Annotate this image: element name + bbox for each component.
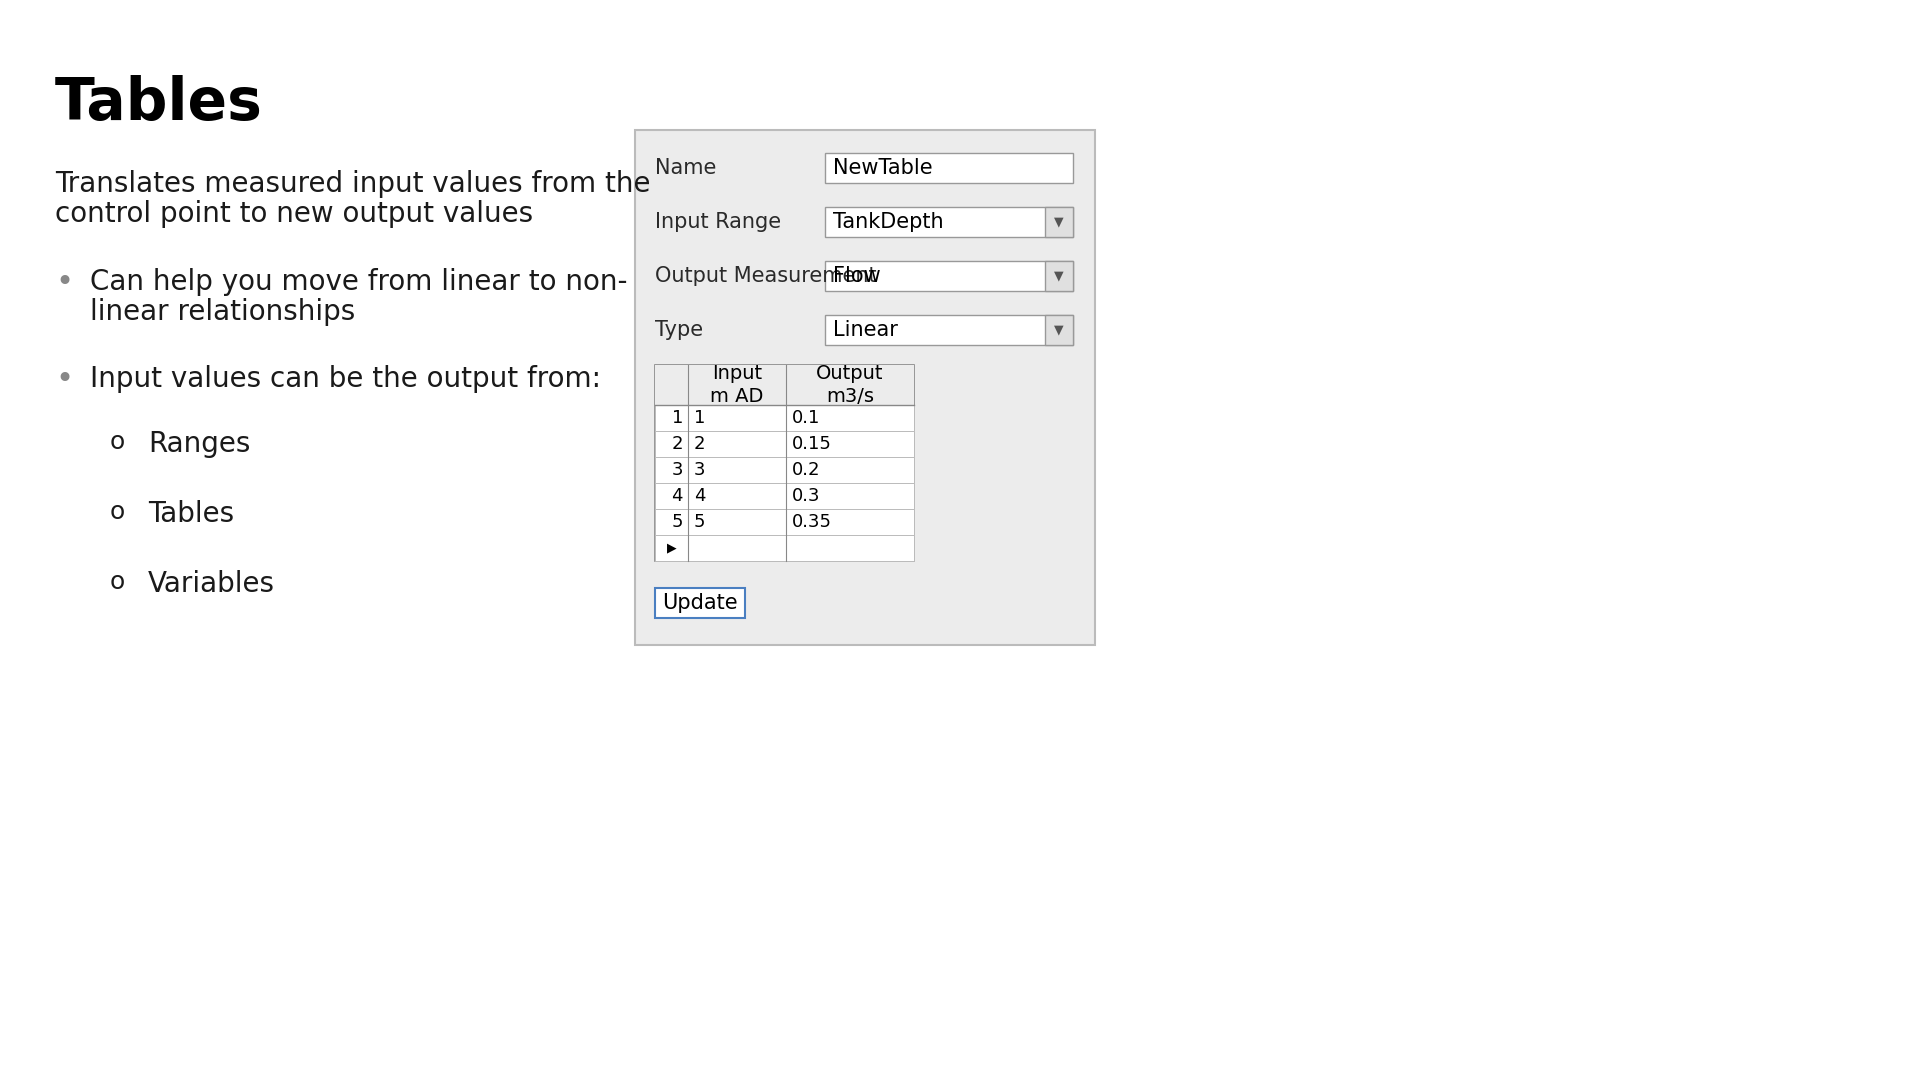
Bar xyxy=(654,457,913,483)
Text: 5: 5 xyxy=(694,513,706,531)
Text: ▶: ▶ xyxy=(667,542,677,555)
Text: Output
m3/s: Output m3/s xyxy=(815,364,883,405)
Text: 2: 2 xyxy=(671,435,683,453)
Bar xyxy=(654,483,913,509)
Text: Name: Name xyxy=(654,158,715,178)
Text: •: • xyxy=(56,268,73,297)
Text: o: o xyxy=(110,500,125,524)
Text: NewTable: NewTable xyxy=(833,158,933,178)
Text: o: o xyxy=(110,430,125,454)
Text: ▼: ▼ xyxy=(1054,216,1063,229)
Text: 0.15: 0.15 xyxy=(792,435,831,453)
Text: 2: 2 xyxy=(694,435,706,453)
Bar xyxy=(654,405,913,431)
Bar xyxy=(825,315,1073,345)
Text: ▼: ▼ xyxy=(1054,270,1063,283)
Bar xyxy=(654,509,913,535)
Bar xyxy=(1044,315,1073,345)
Text: 0.2: 0.2 xyxy=(792,461,819,479)
Text: 0.1: 0.1 xyxy=(792,409,819,427)
Text: ▼: ▼ xyxy=(1054,323,1063,336)
Text: 0.35: 0.35 xyxy=(792,513,831,531)
Text: 4: 4 xyxy=(694,487,706,505)
Text: Ranges: Ranges xyxy=(148,430,250,459)
Bar xyxy=(1044,207,1073,237)
Bar xyxy=(654,431,913,457)
Text: •: • xyxy=(56,365,73,393)
Text: Translates measured input values from the: Translates measured input values from th… xyxy=(56,170,650,198)
Bar xyxy=(825,207,1073,237)
Text: 3: 3 xyxy=(671,461,683,479)
Text: Update: Update xyxy=(662,593,737,612)
Text: 4: 4 xyxy=(671,487,683,505)
Text: Input Range: Input Range xyxy=(654,212,781,232)
Text: 0.3: 0.3 xyxy=(792,487,819,505)
Text: linear relationships: linear relationships xyxy=(90,298,356,326)
Bar xyxy=(654,535,913,562)
Text: 1: 1 xyxy=(671,409,683,427)
Text: control point to new output values: control point to new output values xyxy=(56,201,533,228)
Text: Flow: Flow xyxy=(833,266,881,286)
Text: Input values can be the output from:: Input values can be the output from: xyxy=(90,365,600,393)
Text: 3: 3 xyxy=(694,461,706,479)
Text: TankDepth: TankDepth xyxy=(833,212,942,232)
Text: Linear: Linear xyxy=(833,320,898,340)
Text: 1: 1 xyxy=(694,409,706,427)
Text: Output Measurement: Output Measurement xyxy=(654,266,877,286)
Bar xyxy=(654,588,744,618)
Text: Can help you move from linear to non-: Can help you move from linear to non- xyxy=(90,268,627,296)
Bar xyxy=(654,365,913,562)
Text: 5: 5 xyxy=(671,513,683,531)
Text: Variables: Variables xyxy=(148,570,275,598)
Text: Tables: Tables xyxy=(148,500,235,528)
Bar xyxy=(635,130,1094,645)
Text: o: o xyxy=(110,570,125,594)
Bar xyxy=(825,261,1073,291)
Bar xyxy=(1044,261,1073,291)
Text: Input
m AD: Input m AD xyxy=(710,364,763,405)
Text: Tables: Tables xyxy=(56,75,263,132)
Bar xyxy=(825,153,1073,183)
Text: Type: Type xyxy=(654,320,702,340)
Bar xyxy=(654,365,913,405)
